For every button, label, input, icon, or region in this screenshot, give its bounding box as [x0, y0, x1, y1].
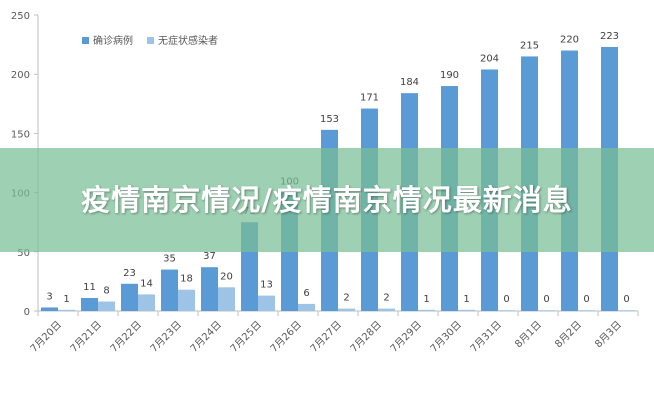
y-tick-label: 50 — [17, 248, 30, 259]
data-label: 13 — [260, 280, 273, 291]
data-label: 190 — [440, 70, 459, 81]
bar-confirmed — [81, 297, 98, 311]
bar-asymptomatic — [258, 295, 275, 311]
data-label: 8 — [103, 286, 109, 297]
x-tick-label: 7月20日 — [28, 319, 64, 355]
data-label: 11 — [83, 282, 96, 293]
data-label: 0 — [583, 294, 589, 305]
data-label: 14 — [140, 278, 153, 289]
data-label: 35 — [163, 254, 176, 265]
data-label: 171 — [360, 93, 379, 104]
legend-swatch — [82, 37, 89, 44]
bar-asymptomatic — [498, 310, 515, 311]
legend-swatch — [147, 37, 154, 44]
data-label: 204 — [480, 53, 499, 64]
x-tick-label: 7月26日 — [268, 319, 304, 355]
bar-asymptomatic — [618, 310, 635, 311]
bar-asymptomatic — [338, 308, 355, 311]
data-label: 215 — [520, 40, 539, 51]
data-label: 220 — [560, 35, 579, 46]
data-label: 0 — [503, 294, 509, 305]
x-tick-label: 8月3日 — [592, 319, 624, 351]
data-label: 1 — [423, 294, 429, 305]
x-tick-label: 7月31日 — [468, 319, 504, 355]
x-tick-label: 7月21日 — [68, 319, 104, 355]
data-label: 3 — [46, 291, 52, 302]
bar-confirmed — [161, 269, 178, 311]
bar-asymptomatic — [578, 310, 595, 311]
x-tick-label: 8月1日 — [512, 319, 544, 351]
x-tick-label: 7月29日 — [388, 319, 424, 355]
x-tick-label: 7月24日 — [188, 319, 224, 355]
bar-confirmed — [121, 283, 138, 311]
bar-asymptomatic — [298, 303, 315, 311]
data-label: 0 — [623, 294, 629, 305]
bar-asymptomatic — [138, 294, 155, 311]
bar-asymptomatic — [378, 308, 395, 311]
bar-asymptomatic — [218, 287, 235, 311]
data-label: 37 — [203, 251, 216, 262]
bar-asymptomatic — [538, 310, 555, 311]
y-tick-label: 150 — [11, 129, 30, 140]
bar-confirmed — [201, 267, 218, 311]
data-label: 20 — [220, 271, 233, 282]
data-label: 0 — [543, 294, 549, 305]
x-tick-label: 7月28日 — [348, 319, 384, 355]
bar-asymptomatic — [458, 309, 475, 311]
title-banner: 疫情南京情况/疫情南京情况最新消息 — [0, 148, 654, 252]
x-tick-label: 7月23日 — [148, 319, 184, 355]
bar-asymptomatic — [418, 309, 435, 311]
x-tick-label: 8月2日 — [552, 319, 584, 351]
x-tick-label: 7月27日 — [308, 319, 344, 355]
x-tick-label: 7月30日 — [428, 319, 464, 355]
data-label: 1 — [63, 294, 69, 305]
data-label: 153 — [320, 114, 339, 125]
bar-asymptomatic — [58, 309, 75, 311]
bar-confirmed — [41, 307, 58, 311]
data-label: 2 — [343, 293, 349, 304]
x-tick-label: 7月22日 — [108, 319, 144, 355]
data-label: 18 — [180, 274, 193, 285]
data-label: 184 — [400, 77, 419, 88]
y-tick-label: 200 — [11, 70, 30, 81]
y-tick-label: 0 — [24, 307, 30, 318]
y-tick-label: 250 — [11, 11, 30, 22]
data-label: 6 — [303, 288, 309, 299]
bar-asymptomatic — [98, 301, 115, 311]
data-label: 2 — [383, 293, 389, 304]
legend-label: 确诊病例 — [93, 34, 133, 47]
bar-asymptomatic — [178, 289, 195, 311]
data-label: 223 — [600, 31, 619, 42]
x-tick-label: 7月25日 — [228, 319, 264, 355]
legend-label: 无症状感染者 — [158, 34, 218, 47]
banner-title: 疫情南京情况/疫情南京情况最新消息 — [81, 183, 573, 217]
data-label: 23 — [123, 268, 136, 279]
data-label: 1 — [463, 294, 469, 305]
